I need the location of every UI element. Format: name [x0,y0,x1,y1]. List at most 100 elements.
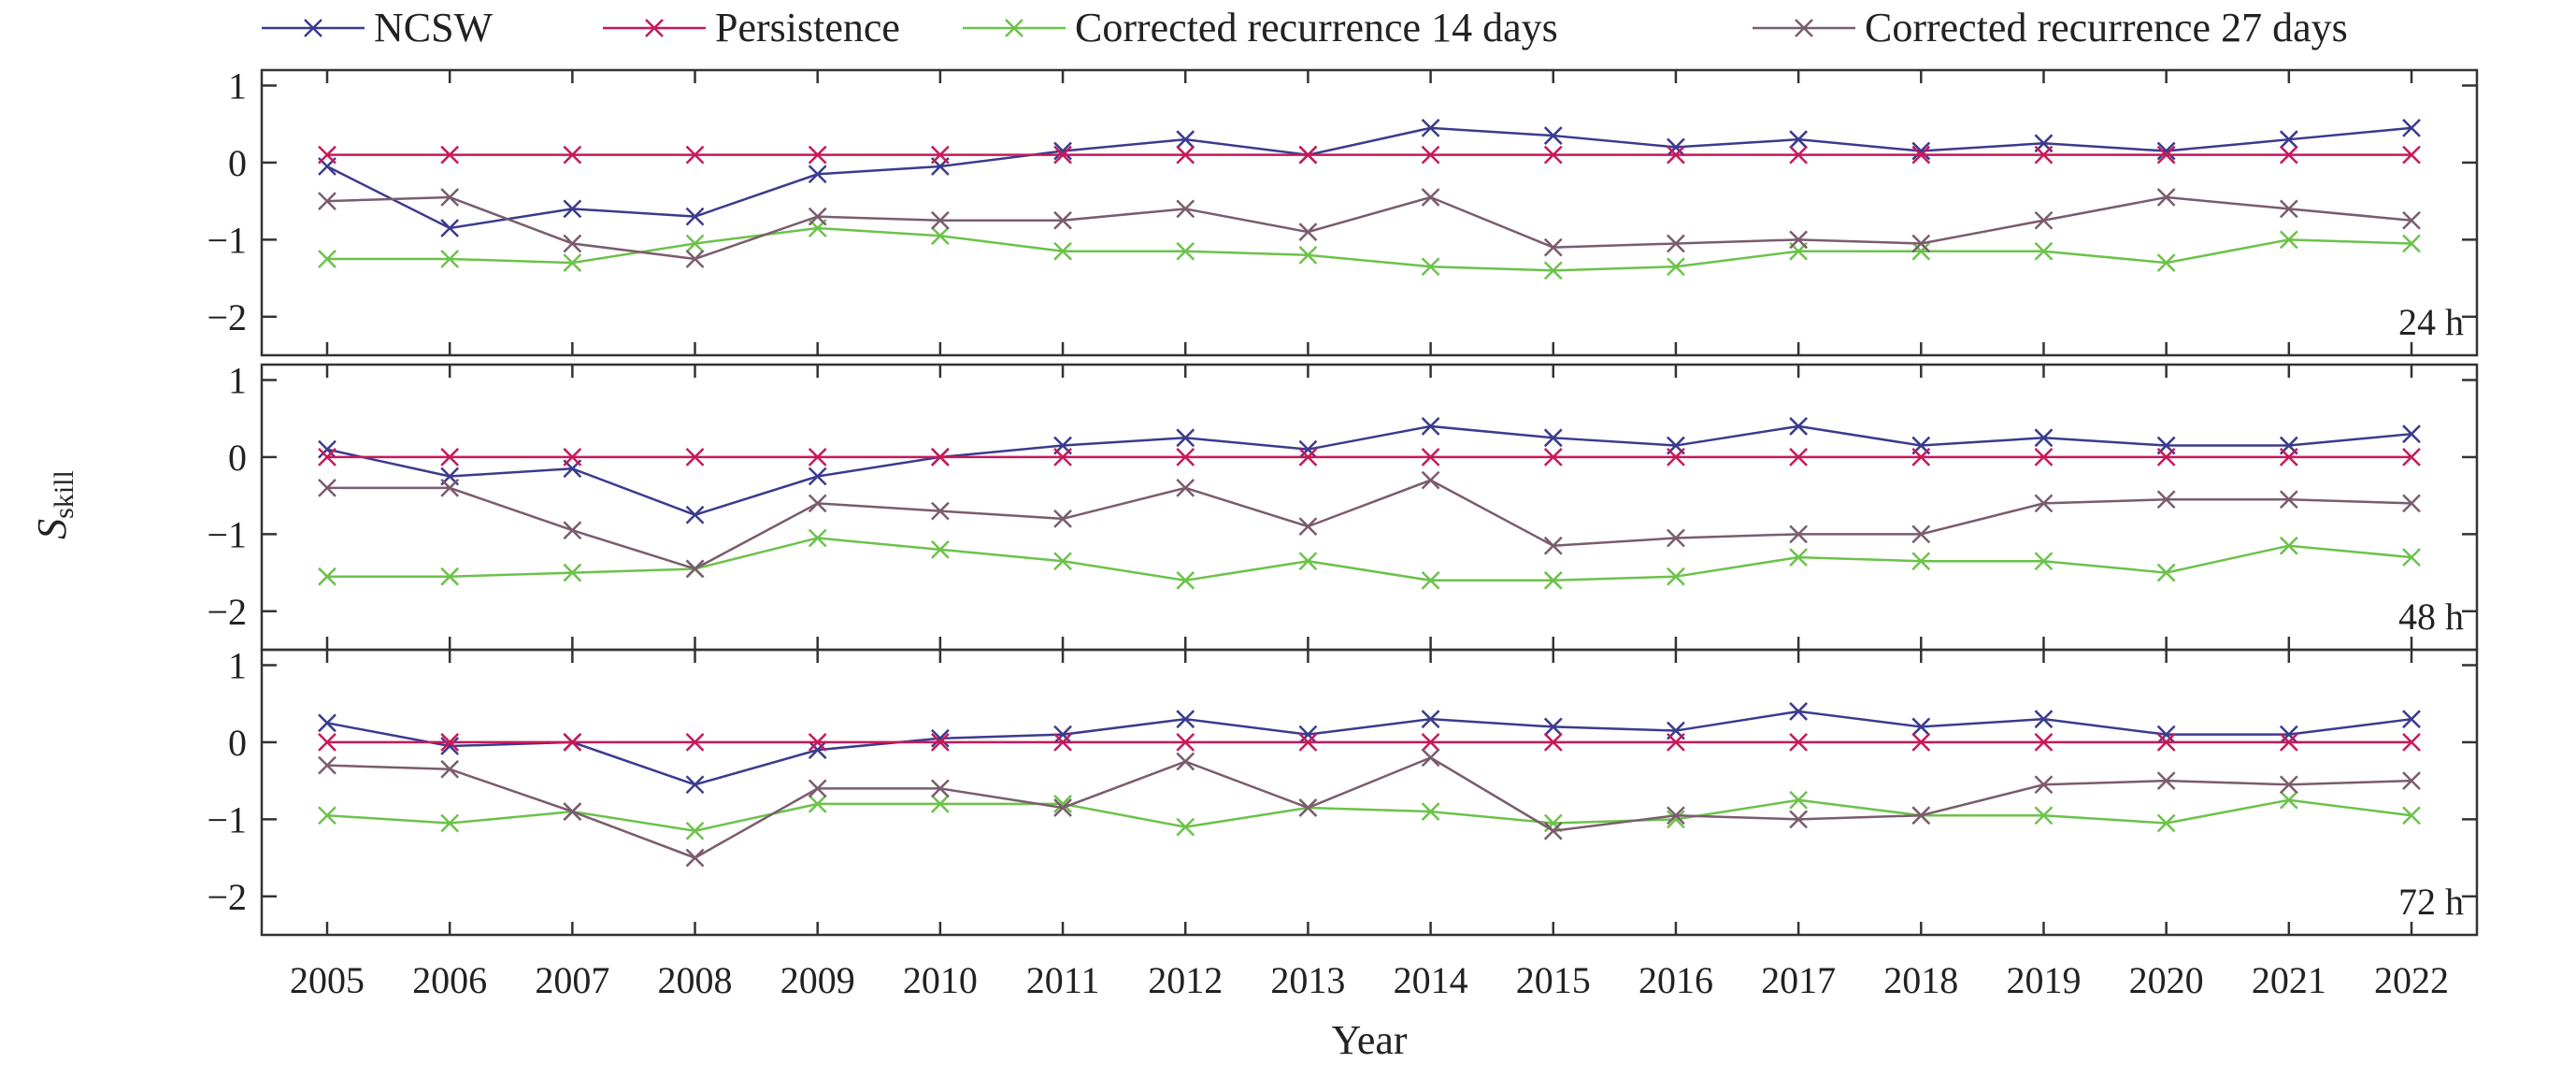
data-point [2034,775,2054,795]
data-point [563,563,582,582]
series-corrected-recurrence-14-days [318,790,2421,840]
data-point [2279,130,2298,150]
data-point [1176,428,1195,448]
series-corrected-recurrence-27-days [318,470,2421,579]
data-point [2402,771,2421,791]
data-point [1176,733,1195,752]
data-point [808,165,827,184]
data-point [1911,717,1931,737]
data-point [930,733,950,752]
data-point [1053,509,1072,528]
data-point [1789,810,1809,829]
data-point [318,448,336,467]
series-line [326,126,2412,230]
y-tick-label: −1 [207,798,247,840]
x-tick-label: 2006 [412,959,487,1001]
data-point [318,567,336,586]
data-point [440,479,460,497]
data-point [685,250,705,268]
data-point [1421,470,1440,490]
data-point [2156,253,2176,272]
data-point [1421,802,1440,821]
y-axis-title-subscript: skill [49,470,79,519]
data-point [1789,548,1809,567]
data-point [2279,145,2298,165]
x-axis-title: Year [1331,1017,1407,1063]
x-tick-label: 2009 [780,959,855,1001]
data-point [1667,145,1685,165]
x-tick-label: 2013 [1270,959,1345,1001]
data-point [1298,448,1318,467]
data-point [318,439,336,459]
data-point [2156,725,2176,744]
data-point [1053,552,1072,571]
data-point [440,250,460,268]
panel-label: 24 h [2398,301,2464,343]
data-point [2156,490,2176,510]
data-point [2034,241,2054,261]
data-point [930,539,950,559]
data-point [2156,188,2176,207]
legend-label: Corrected recurrence 14 days [1075,5,1558,50]
x-tick-label: 2016 [1639,959,1713,1001]
data-point [2279,230,2298,250]
series-corrected-recurrence-14-days [318,219,2421,280]
data-point [2402,494,2421,513]
data-point [1176,817,1195,837]
series-line [326,710,2412,786]
data-point [1543,733,1563,752]
data-point [1543,821,1563,840]
data-point [1667,806,1685,826]
x-tick-label: 2018 [1883,959,1958,1001]
legend-swatch-marker [304,19,322,37]
data-point [2402,210,2421,230]
data-point [1421,710,1440,729]
data-point [1911,524,1931,544]
data-point [1667,137,1685,157]
data-point [1543,237,1563,257]
series-persistence [318,733,2421,752]
data-point [563,802,582,821]
data-point [1789,130,1809,150]
series-line [326,424,2412,517]
data-point [2156,448,2176,467]
data-point [685,207,705,226]
data-point [2034,806,2054,826]
data-point [808,528,827,548]
data-point [2402,548,2421,567]
data-point [1298,725,1318,744]
panel-48-h: 1 0 −1 −2 48 h [207,359,2479,652]
data-point [1789,230,1809,250]
data-point [318,479,336,497]
data-point [2156,771,2176,791]
x-tick-label: 2012 [1148,959,1223,1001]
data-point [1543,717,1563,737]
data-point [1667,234,1685,253]
data-point [2279,790,2298,810]
panel-frame [260,363,2479,652]
x-tick-label: 2022 [2374,959,2449,1001]
y-tick-label: 1 [228,359,247,401]
data-point [2034,733,2054,752]
data-point [930,728,950,748]
data-point [2402,733,2421,752]
series-line [327,479,2412,570]
series-ncsw [318,702,2421,795]
y-tick-label: −1 [207,513,247,555]
data-point [2034,494,2054,513]
data-point [1421,748,1440,768]
data-point [1176,570,1195,590]
data-point [1789,524,1809,544]
data-point [1789,702,1809,721]
data-point [1298,439,1318,459]
data-point [685,775,705,795]
data-point [440,813,460,833]
data-point [1543,126,1563,145]
data-point [1421,188,1440,207]
x-tick-label: 2007 [535,959,609,1001]
data-point [440,188,460,207]
data-point [2156,813,2176,833]
data-point [318,250,336,268]
data-point [2279,536,2298,555]
data-point [1053,141,1072,161]
